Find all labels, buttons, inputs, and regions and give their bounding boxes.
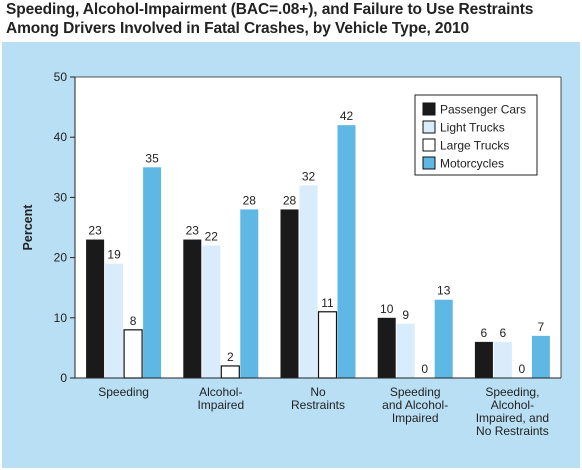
legend-swatch <box>422 156 436 170</box>
bar <box>143 167 162 378</box>
bar <box>493 341 512 378</box>
chart-title: Speeding, Alcohol-Impairment (BAC=.08+),… <box>6 0 578 38</box>
category-label: Speeding <box>390 385 441 399</box>
bar-value-label: 11 <box>321 296 334 310</box>
bar-value-label: 8 <box>130 314 137 328</box>
bar <box>240 209 259 378</box>
bar <box>434 299 453 378</box>
chart-title-line-1: Speeding, Alcohol-Impairment (BAC=.08+),… <box>6 1 534 18</box>
category-label: Alcohol- <box>491 398 534 412</box>
bar-value-label: 32 <box>302 169 316 183</box>
legend-swatch <box>422 120 436 134</box>
category-label: Alcohol- <box>199 385 242 399</box>
bar-value-label: 13 <box>437 284 451 298</box>
bar-value-label: 23 <box>88 224 102 238</box>
legend-label: Large Trucks <box>440 139 509 153</box>
bar <box>531 335 550 378</box>
bar-value-label: 42 <box>340 109 354 123</box>
bar-value-label: 35 <box>145 151 159 165</box>
legend-label: Motorcycles <box>440 157 504 171</box>
bar <box>220 365 240 379</box>
bar <box>123 329 143 379</box>
bar-value-label: 6 <box>500 326 507 340</box>
bar <box>337 125 356 378</box>
bar-value-label: 0 <box>421 362 428 376</box>
y-tick-label: 20 <box>54 251 68 265</box>
bar <box>86 239 105 378</box>
legend-swatch <box>422 138 436 152</box>
bar <box>396 323 415 378</box>
bar-value-label: 22 <box>205 230 219 244</box>
bar-value-label: 28 <box>243 193 257 207</box>
bar <box>474 341 493 378</box>
category-label: Impaired <box>197 398 244 412</box>
category-label: No <box>310 385 326 399</box>
legend-label: Passenger Cars <box>440 103 526 117</box>
y-tick-label: 30 <box>54 190 68 204</box>
bar <box>317 311 338 379</box>
bar-value-label: 28 <box>283 193 297 207</box>
bar <box>377 317 396 378</box>
y-axis-title: Percent <box>21 204 35 251</box>
category-label: Impaired, and <box>476 411 549 425</box>
y-tick-label: 0 <box>60 371 67 385</box>
bar <box>280 209 299 378</box>
legend-swatch <box>422 102 436 116</box>
chart-title-line-2: Among Drivers Involved in Fatal Crashes,… <box>6 20 470 37</box>
bar-value-label: 10 <box>380 302 394 316</box>
category-label: Speeding <box>98 385 149 399</box>
bar-value-label: 2 <box>227 350 234 364</box>
y-tick-label: 40 <box>54 130 68 144</box>
category-label: Restraints <box>291 398 345 412</box>
legend-label: Light Trucks <box>440 121 505 135</box>
category-label: Impaired <box>392 411 439 425</box>
bar-value-label: 9 <box>402 308 409 322</box>
bar <box>202 245 221 378</box>
category-label: and Alcohol- <box>382 398 448 412</box>
bar <box>105 263 124 378</box>
bar-value-label: 7 <box>538 320 545 334</box>
bar-value-label: 6 <box>481 326 488 340</box>
category-label: Speeding, <box>485 385 539 399</box>
category-label: No Restraints <box>476 424 549 438</box>
bar-value-label: 0 <box>519 362 526 376</box>
y-tick-label: 10 <box>54 311 68 325</box>
bar <box>183 239 202 378</box>
y-tick-label: 50 <box>54 70 68 84</box>
bar-value-label: 23 <box>186 224 200 238</box>
bar-value-label: 19 <box>107 248 121 262</box>
bar <box>299 185 318 378</box>
